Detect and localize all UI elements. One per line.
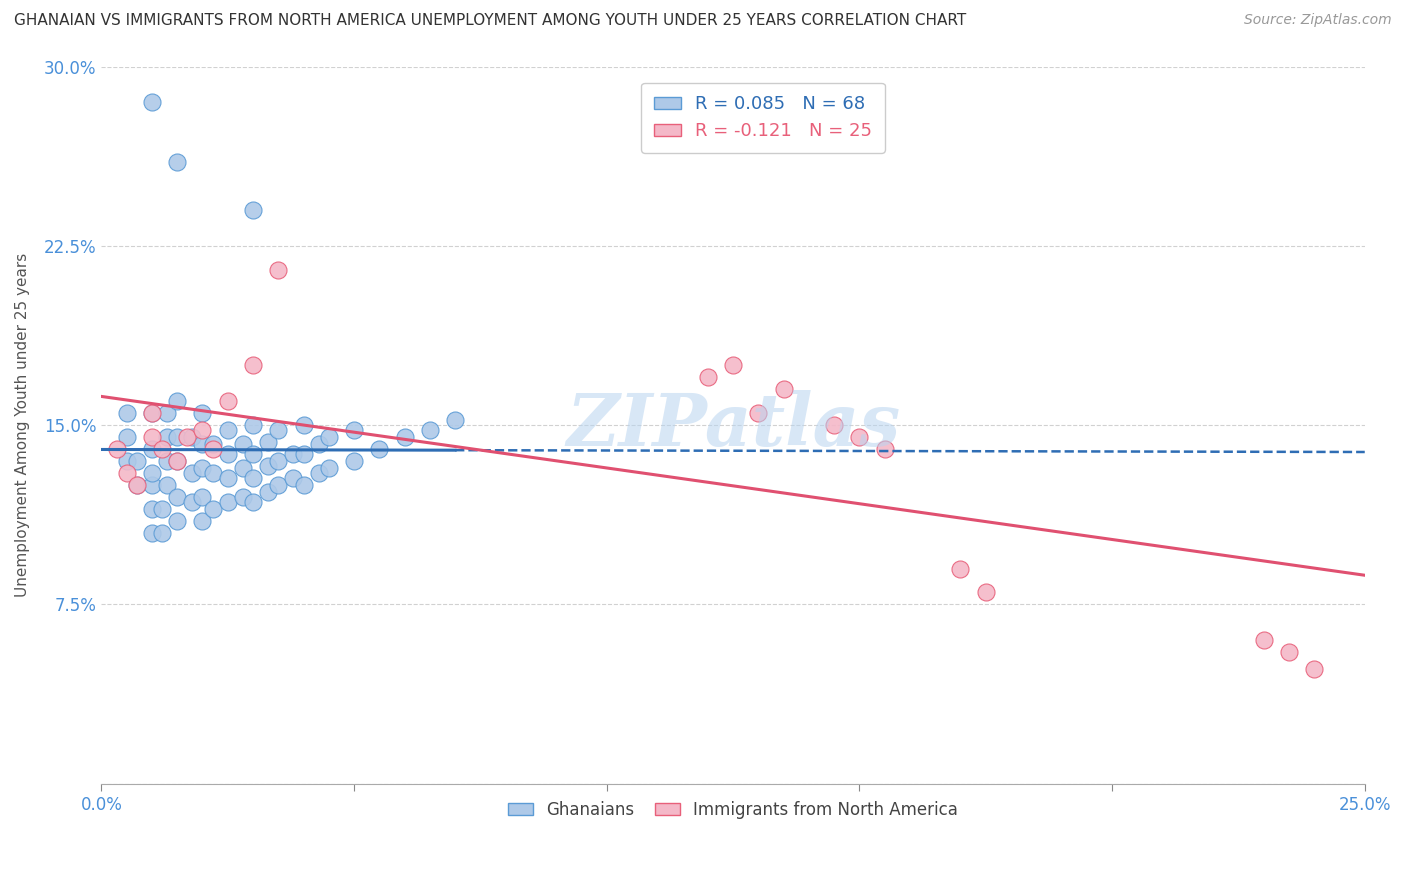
Point: [105, 442, 128, 456]
Point: [181, 494, 204, 508]
Point: [1303, 662, 1326, 676]
Point: [201, 442, 224, 456]
Point: [242, 471, 264, 485]
Point: [721, 359, 744, 373]
Point: [191, 490, 214, 504]
Point: [308, 437, 330, 451]
Point: [115, 406, 138, 420]
Point: [141, 95, 163, 110]
Point: [181, 430, 204, 444]
Text: GHANAIAN VS IMMIGRANTS FROM NORTH AMERICA UNEMPLOYMENT AMONG YOUTH UNDER 25 YEAR: GHANAIAN VS IMMIGRANTS FROM NORTH AMERIC…: [14, 13, 966, 29]
Point: [201, 466, 224, 480]
Text: Source: ZipAtlas.com: Source: ZipAtlas.com: [1244, 13, 1392, 28]
Point: [191, 406, 214, 420]
Point: [191, 437, 214, 451]
Point: [283, 471, 305, 485]
Point: [156, 430, 179, 444]
Point: [242, 202, 264, 217]
Point: [242, 359, 264, 373]
Point: [125, 454, 148, 468]
Point: [292, 418, 315, 433]
Point: [283, 447, 305, 461]
Point: [949, 561, 972, 575]
Point: [141, 478, 163, 492]
Point: [292, 478, 315, 492]
Point: [747, 406, 769, 420]
Point: [368, 442, 391, 456]
Point: [242, 447, 264, 461]
Point: [257, 485, 280, 500]
Point: [191, 423, 214, 437]
Y-axis label: Unemployment Among Youth under 25 years: Unemployment Among Youth under 25 years: [15, 253, 30, 598]
Point: [696, 370, 718, 384]
Point: [156, 454, 179, 468]
Point: [115, 430, 138, 444]
Point: [150, 442, 173, 456]
Point: [201, 501, 224, 516]
Point: [217, 471, 239, 485]
Point: [166, 454, 188, 468]
Text: ZIPatlas: ZIPatlas: [567, 390, 900, 460]
Point: [419, 423, 441, 437]
Point: [873, 442, 896, 456]
Point: [166, 490, 188, 504]
Point: [217, 394, 239, 409]
Point: [141, 442, 163, 456]
Point: [115, 466, 138, 480]
Point: [176, 430, 198, 444]
Point: [444, 413, 467, 427]
Point: [772, 382, 794, 396]
Point: [308, 466, 330, 480]
Point: [974, 585, 997, 599]
Point: [156, 478, 179, 492]
Point: [848, 430, 870, 444]
Point: [166, 430, 188, 444]
Point: [292, 447, 315, 461]
Point: [242, 418, 264, 433]
Point: [141, 406, 163, 420]
Point: [150, 501, 173, 516]
Point: [156, 406, 179, 420]
Point: [141, 525, 163, 540]
Point: [181, 466, 204, 480]
Point: [232, 461, 254, 475]
Point: [125, 478, 148, 492]
Point: [166, 514, 188, 528]
Point: [318, 430, 340, 444]
Point: [191, 514, 214, 528]
Point: [242, 494, 264, 508]
Point: [232, 437, 254, 451]
Point: [125, 478, 148, 492]
Point: [318, 461, 340, 475]
Point: [394, 430, 416, 444]
Point: [115, 454, 138, 468]
Point: [343, 423, 366, 437]
Point: [166, 394, 188, 409]
Point: [257, 434, 280, 449]
Point: [166, 155, 188, 169]
Point: [823, 418, 845, 433]
Point: [141, 466, 163, 480]
Point: [257, 458, 280, 473]
Point: [217, 494, 239, 508]
Point: [150, 525, 173, 540]
Point: [1253, 633, 1275, 648]
Point: [191, 461, 214, 475]
Point: [1278, 645, 1301, 659]
Point: [217, 423, 239, 437]
Point: [141, 406, 163, 420]
Point: [267, 262, 290, 277]
Point: [267, 478, 290, 492]
Point: [343, 454, 366, 468]
Point: [217, 447, 239, 461]
Point: [232, 490, 254, 504]
Point: [267, 454, 290, 468]
Point: [141, 430, 163, 444]
Legend: Ghanaians, Immigrants from North America: Ghanaians, Immigrants from North America: [502, 794, 965, 826]
Point: [141, 501, 163, 516]
Point: [201, 437, 224, 451]
Point: [166, 454, 188, 468]
Point: [267, 423, 290, 437]
